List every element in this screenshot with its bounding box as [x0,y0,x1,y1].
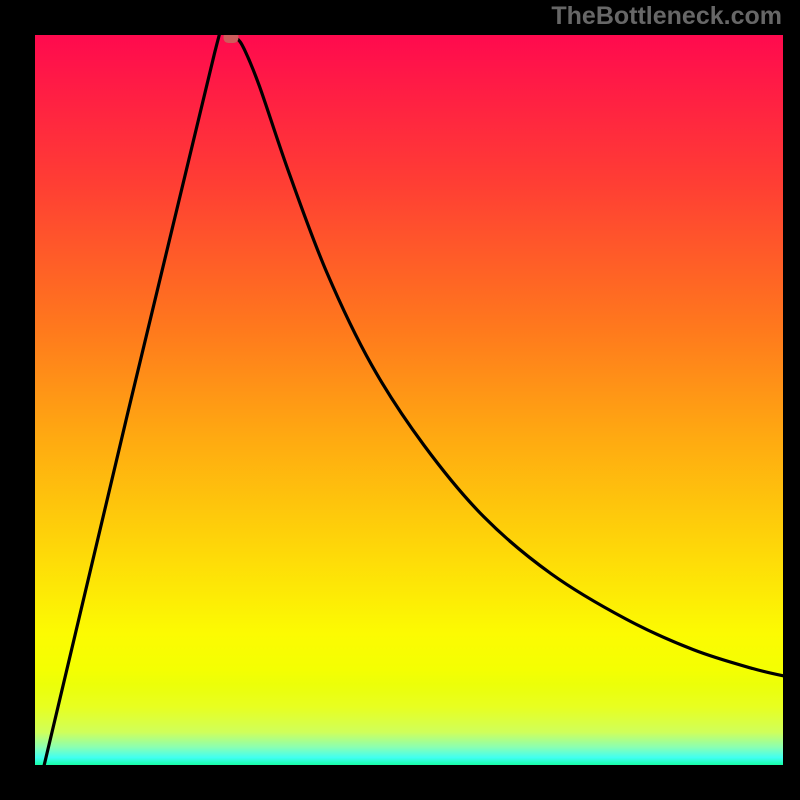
watermark-text: TheBottleneck.com [551,2,782,31]
chart-frame [35,35,783,765]
gradient-background [35,35,783,765]
optimal-point-marker [223,35,238,43]
chart-svg [35,35,783,765]
